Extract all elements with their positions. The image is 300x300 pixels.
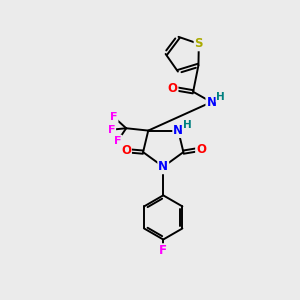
Text: H: H <box>216 92 225 102</box>
Text: O: O <box>167 82 178 95</box>
Text: O: O <box>121 144 131 157</box>
Text: S: S <box>195 37 203 50</box>
Text: O: O <box>196 143 206 156</box>
Text: F: F <box>110 112 118 122</box>
Text: F: F <box>159 244 167 257</box>
Text: F: F <box>108 125 115 135</box>
Text: F: F <box>114 136 122 146</box>
Text: N: N <box>158 160 168 173</box>
Text: H: H <box>183 120 191 130</box>
Text: N: N <box>206 96 216 109</box>
Text: N: N <box>173 124 183 137</box>
